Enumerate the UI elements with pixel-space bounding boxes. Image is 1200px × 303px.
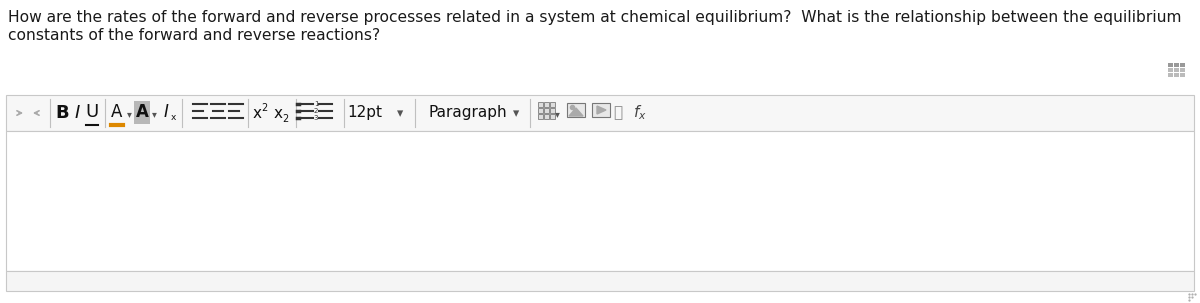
Text: constants of the forward and reverse reactions?: constants of the forward and reverse rea… xyxy=(8,28,380,43)
Text: 2: 2 xyxy=(282,114,288,124)
Bar xyxy=(1168,63,1174,67)
Polygon shape xyxy=(598,106,606,114)
Text: I: I xyxy=(163,103,168,121)
Text: x: x xyxy=(274,106,282,122)
Text: ▾: ▾ xyxy=(126,109,132,119)
Bar xyxy=(1180,73,1186,77)
Polygon shape xyxy=(569,108,583,116)
Bar xyxy=(1180,63,1186,67)
Text: U: U xyxy=(85,103,98,121)
Text: Paragraph: Paragraph xyxy=(428,105,508,121)
Bar xyxy=(538,102,542,107)
Text: How are the rates of the forward and reverse processes related in a system at ch: How are the rates of the forward and rev… xyxy=(8,10,1182,25)
Bar xyxy=(1174,63,1178,67)
Bar xyxy=(6,271,1194,291)
Text: ▾: ▾ xyxy=(397,108,403,121)
Bar xyxy=(550,108,554,113)
Text: ⛓: ⛓ xyxy=(613,105,623,121)
Bar xyxy=(592,103,610,117)
Bar xyxy=(538,114,542,119)
Bar xyxy=(1168,73,1174,77)
Bar xyxy=(544,114,550,119)
Text: x: x xyxy=(170,112,175,122)
Text: A: A xyxy=(112,103,122,121)
Text: ▾: ▾ xyxy=(512,108,520,121)
Text: 2: 2 xyxy=(314,108,318,114)
Bar xyxy=(6,131,1194,271)
Text: I: I xyxy=(74,104,79,122)
FancyBboxPatch shape xyxy=(6,95,1194,131)
Bar xyxy=(1174,68,1178,72)
Bar xyxy=(544,108,550,113)
Bar xyxy=(550,102,554,107)
Bar xyxy=(134,101,150,124)
Bar xyxy=(538,108,542,113)
Bar xyxy=(1168,68,1174,72)
Text: ▾: ▾ xyxy=(151,109,156,119)
Text: 3: 3 xyxy=(313,115,318,121)
Text: ▾: ▾ xyxy=(554,109,559,119)
Text: A: A xyxy=(136,103,149,121)
Bar xyxy=(1180,68,1186,72)
Text: B: B xyxy=(55,104,68,122)
Bar xyxy=(550,114,554,119)
Bar xyxy=(544,102,550,107)
Text: 2: 2 xyxy=(260,103,268,113)
Text: $f_x$: $f_x$ xyxy=(634,104,647,122)
Text: 1: 1 xyxy=(313,101,318,107)
Text: 12pt: 12pt xyxy=(348,105,383,121)
Bar xyxy=(568,103,586,117)
Text: x: x xyxy=(252,106,262,122)
Bar xyxy=(1174,73,1178,77)
